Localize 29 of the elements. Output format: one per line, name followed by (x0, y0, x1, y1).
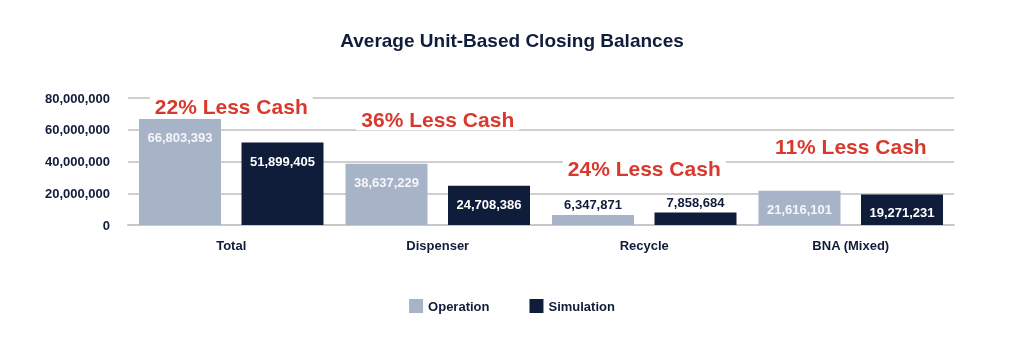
x-tick-label: Total (216, 238, 247, 253)
y-tick-label: 60,000,000 (44, 122, 110, 138)
annotation: 22% Less Cash (154, 94, 308, 118)
data-label: 38,637,229 (353, 174, 420, 190)
bar (139, 118, 221, 225)
y-tick-label: 80,000,000 (44, 90, 110, 106)
y-tick-label: 40,000,000 (44, 154, 110, 169)
bar (241, 142, 324, 225)
annotation: 36% Less Cash (361, 108, 515, 132)
annotation: 11% Less Cash (774, 135, 927, 159)
data-label: 7,858,684 (666, 194, 726, 210)
legend-label: Simulation (548, 298, 615, 314)
data-label: 6,347,871 (564, 196, 622, 212)
x-tick-label: BNA (Mixed) (812, 238, 890, 253)
y-tick-label: 20,000,000 (44, 185, 110, 201)
y-tick-label: 0 (102, 217, 110, 233)
bar (654, 212, 737, 225)
legend-label: Operation (428, 298, 490, 314)
data-label: 24,708,386 (456, 196, 522, 212)
x-tick-label: Dispenser (406, 238, 470, 253)
data-label: 21,616,101 (766, 201, 833, 217)
chart-title: Average Unit-Based Closing Balances (340, 30, 684, 51)
bar (345, 163, 428, 225)
data-label: 66,803,393 (147, 129, 213, 145)
x-tick-label: Recycle (619, 238, 669, 253)
data-label: 19,271,231 (869, 205, 935, 221)
data-label: 51,899,405 (249, 153, 316, 169)
bar (552, 214, 634, 225)
annotation: 24% Less Cash (567, 157, 721, 181)
